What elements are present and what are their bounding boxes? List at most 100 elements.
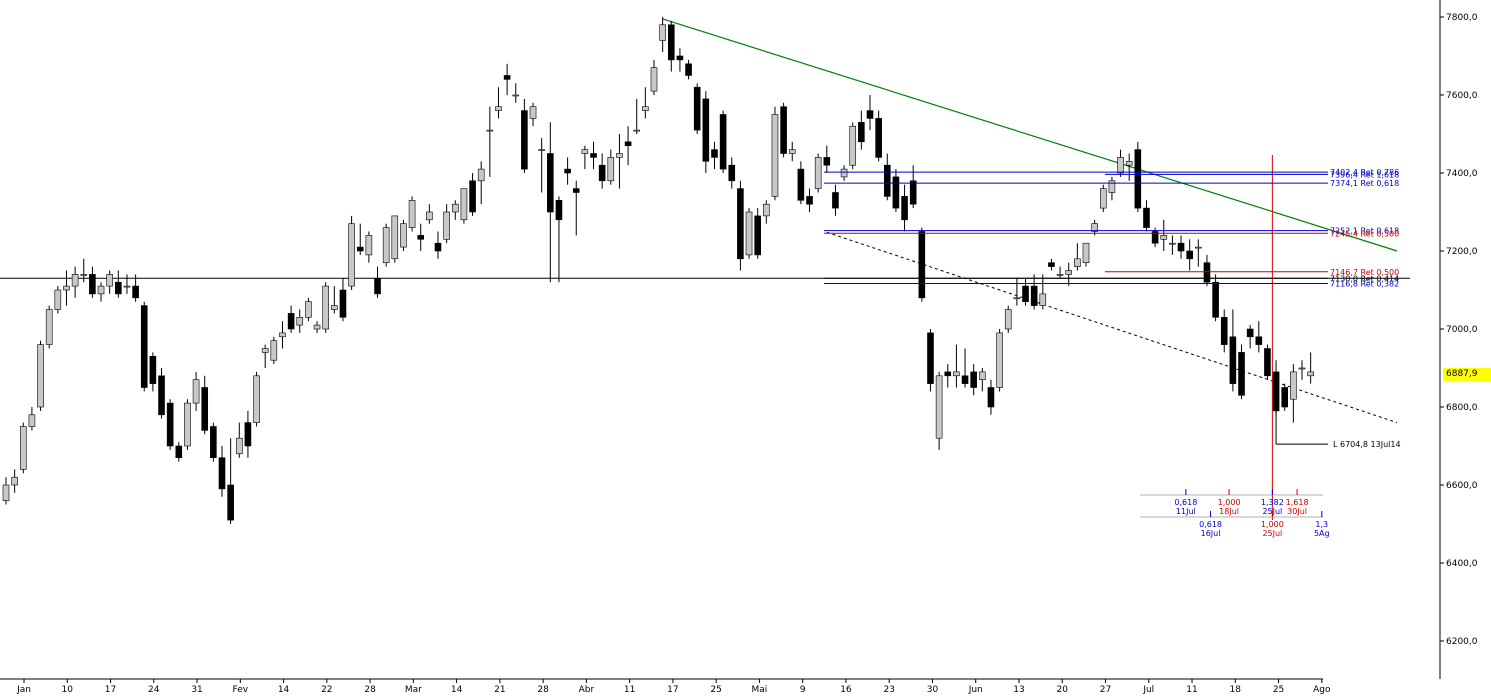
low-label: L 6704,8 13Jul14 <box>1333 440 1401 449</box>
candle-body <box>892 176 900 209</box>
candle <box>166 399 174 450</box>
x-tick-label: 25 <box>1273 685 1284 695</box>
candle-body <box>166 402 174 447</box>
candle-body <box>667 24 675 61</box>
candle <box>296 309 304 333</box>
candle <box>953 344 960 388</box>
candle <box>382 223 390 267</box>
candle-body <box>158 375 165 416</box>
y-tick-label: 6200,0 <box>1446 637 1478 647</box>
x-tick-label: 18 <box>1230 685 1242 695</box>
candle <box>1238 344 1245 400</box>
candle <box>1134 141 1142 212</box>
candle-body <box>408 200 416 228</box>
candle <box>667 20 675 72</box>
candle-body <box>1177 242 1185 252</box>
dashed-trend-line <box>826 231 1398 424</box>
candle-body <box>918 231 926 299</box>
candle-body <box>322 285 329 330</box>
x-tick-label: Jan <box>16 685 31 695</box>
candle-body <box>607 157 615 182</box>
candle-body <box>1108 180 1116 193</box>
candle-body <box>538 149 545 151</box>
x-tick-label: 21 <box>494 685 505 695</box>
candle <box>97 282 105 302</box>
candle-body <box>469 180 476 213</box>
candle <box>875 110 882 162</box>
candle <box>616 134 623 189</box>
candle-body <box>1056 274 1064 276</box>
candle-body <box>184 402 191 447</box>
candle-body <box>305 301 312 318</box>
candle-body <box>1013 297 1021 300</box>
candle <box>235 422 243 458</box>
candle <box>1177 235 1185 259</box>
candle-body <box>633 129 641 132</box>
candle-body <box>1160 235 1168 240</box>
fib-row2-ratio: 0,618 <box>1199 520 1222 529</box>
candle <box>823 145 831 173</box>
candle-body <box>348 223 355 287</box>
candle <box>935 371 943 450</box>
candle <box>1281 383 1289 411</box>
candle-body <box>356 246 364 252</box>
candle <box>1264 344 1271 380</box>
candle <box>45 305 53 349</box>
candle <box>63 270 70 306</box>
fib-row1-date: 11Jul <box>1176 507 1196 516</box>
candle <box>348 215 355 290</box>
candle-body <box>676 55 684 61</box>
candle <box>806 188 813 212</box>
candle-body <box>935 375 943 439</box>
candle-body <box>961 375 969 384</box>
candle <box>106 270 113 294</box>
x-tick-label: 24 <box>148 685 160 695</box>
candle <box>1143 200 1150 232</box>
candle-body <box>123 285 131 288</box>
candle <box>339 278 347 322</box>
candle <box>1229 309 1237 392</box>
candle-body <box>210 426 217 459</box>
candle-body <box>572 188 580 193</box>
candle-body <box>979 371 986 380</box>
x-tick-label: 10 <box>62 685 74 695</box>
candle <box>970 364 977 396</box>
candle-body <box>909 180 917 205</box>
candle-body <box>382 227 390 264</box>
candle-body <box>218 457 226 490</box>
candle <box>745 208 753 259</box>
candle <box>408 196 416 232</box>
candle <box>564 157 571 185</box>
candle-body <box>45 309 53 345</box>
candle-body <box>866 110 874 119</box>
candle-body <box>814 157 822 189</box>
candle <box>1065 262 1073 287</box>
candle-body <box>996 332 1003 388</box>
candle-body <box>711 149 718 158</box>
candle-body <box>624 141 632 147</box>
y-axis: 7800,0 7600,0 7400,0 7200,0 7000,0 6800,0 6600… <box>1440 13 1478 647</box>
x-tick-label: 17 <box>667 685 678 695</box>
x-tick-label: 17 <box>105 685 116 695</box>
candle-body <box>512 94 520 97</box>
candle <box>460 188 468 224</box>
candle-body <box>832 192 839 209</box>
level-label: 7146,7 Ret 0,500 <box>1330 268 1399 277</box>
candle-body <box>287 313 295 330</box>
candle <box>693 83 701 134</box>
candle <box>227 438 234 524</box>
x-tick-label: 11 <box>624 685 635 695</box>
candle <box>719 110 727 173</box>
candle <box>944 364 952 388</box>
candle-body <box>1065 270 1073 275</box>
candle-body <box>97 285 105 295</box>
candle <box>987 379 995 415</box>
candle-body <box>261 348 269 353</box>
candle-body <box>728 164 736 182</box>
candle <box>1246 325 1254 349</box>
candle-body <box>63 285 70 291</box>
candle <box>814 153 822 193</box>
candle <box>797 161 805 205</box>
candle-body <box>477 168 485 182</box>
